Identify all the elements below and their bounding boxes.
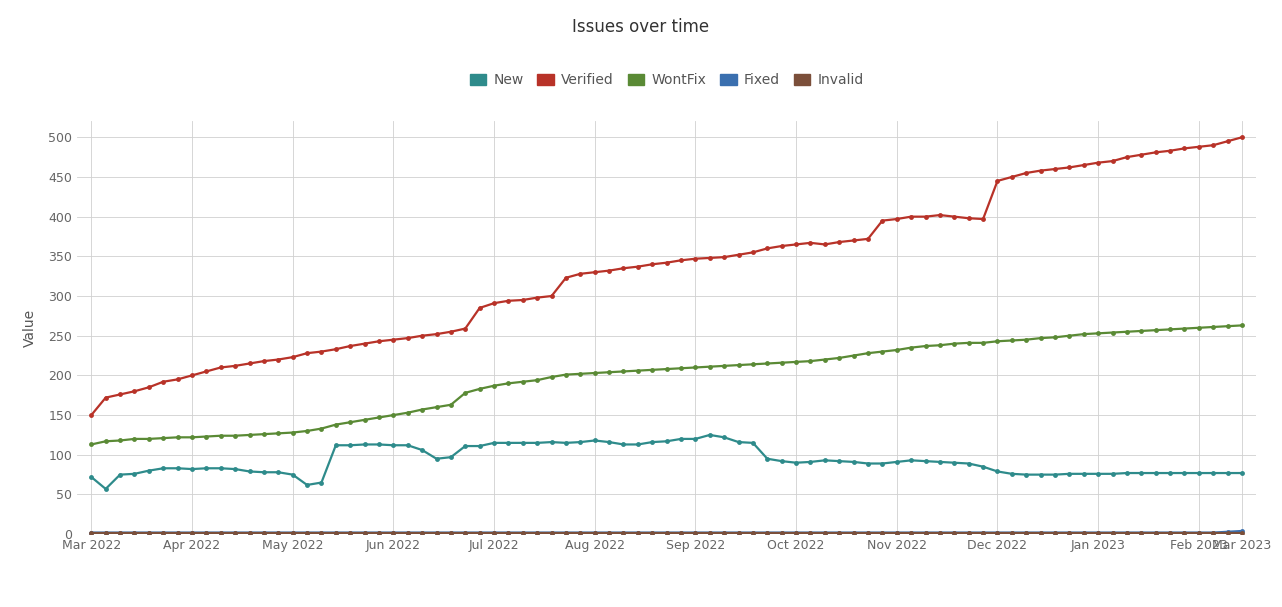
Verified [803,239,818,246]
New [745,439,760,447]
WontFix [1119,328,1135,336]
WontFix [932,342,947,349]
Invalid [803,530,818,537]
Fixed [1119,529,1135,536]
Verified [1076,161,1091,169]
Fixed [803,529,818,536]
Invalid [1018,530,1033,537]
WontFix [1076,330,1091,337]
Fixed [932,529,947,536]
WontFix [1235,322,1250,329]
Verified [932,211,947,219]
Legend: New, Verified, WontFix, Fixed, Invalid: New, Verified, WontFix, Fixed, Invalid [464,68,869,93]
Fixed [717,529,732,536]
New [83,473,99,481]
Line: Verified: Verified [88,135,1245,418]
Line: WontFix: WontFix [88,323,1245,447]
New [703,432,718,439]
Invalid [1076,530,1091,537]
Fixed [1235,527,1250,535]
New [1105,470,1120,478]
Invalid [83,530,99,537]
WontFix [1018,336,1033,344]
Verified [1018,169,1033,177]
Invalid [1119,530,1135,537]
WontFix [803,358,818,365]
Line: Invalid: Invalid [88,531,1245,536]
Verified [717,254,732,261]
Verified [1235,134,1250,141]
Line: New: New [88,433,1245,491]
New [97,485,113,492]
Invalid [717,530,732,537]
Verified [83,412,99,419]
Verified [1119,154,1135,161]
Invalid [932,530,947,537]
New [1235,469,1250,476]
Fixed [1076,529,1091,536]
Y-axis label: Value: Value [23,309,37,347]
Invalid [1235,530,1250,537]
New [1047,471,1063,478]
Line: Fixed: Fixed [88,529,1245,535]
New [1147,469,1163,476]
Fixed [1018,529,1033,536]
Fixed [83,529,99,536]
WontFix [717,362,732,370]
WontFix [83,441,99,448]
Text: Issues over time: Issues over time [573,18,709,36]
New [962,460,977,467]
New [832,458,847,465]
